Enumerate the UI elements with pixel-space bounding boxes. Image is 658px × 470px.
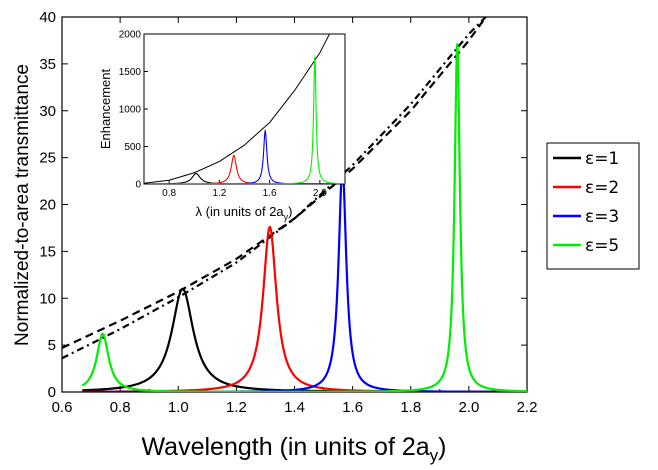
legend-label-3: ε=3 [585, 207, 619, 227]
x-tick-label-1: 0.8 [110, 399, 131, 416]
inset-axis-ticks: 0.8 1.2 1.6 2.0 0 500 1000 1500 2000 [119, 30, 328, 200]
inset-x-tick-label-3: 2.0 [313, 188, 327, 199]
legend-box [546, 142, 640, 270]
inset-y-tick-label-1: 500 [124, 142, 141, 153]
y-tick-label-8: 40 [39, 9, 56, 26]
y-axis-title: Normalized-to-area transmittance [12, 64, 33, 346]
legend-label-1: ε=1 [585, 149, 619, 169]
main-envelopes [62, 17, 488, 360]
series-line-eps-1 [82, 287, 527, 392]
series-line-eps-4 [81, 43, 527, 392]
y-tick-label-0: 0 [48, 384, 56, 401]
x-tick-label-8: 2.2 [517, 399, 538, 416]
inset-y-tick-label-4: 2000 [119, 30, 142, 41]
x-tick-label-4: 1.4 [284, 399, 305, 416]
inset-plot-frame [143, 33, 346, 185]
inset-y-tick-label-3: 1500 [119, 67, 142, 78]
legend-label-4: ε=5 [585, 236, 619, 256]
y-tick-label-5: 25 [39, 150, 56, 167]
x-axis-title: Wavelength (in units of 2ay) [142, 433, 447, 465]
y-tick-label-2: 10 [39, 290, 56, 307]
envelope-dashed [62, 17, 488, 349]
x-tick-label-3: 1.2 [226, 399, 247, 416]
inset-y-tick-label-0: 0 [135, 180, 141, 191]
x-tick-label-6: 1.8 [400, 399, 421, 416]
inset-y-tick-label-2: 1000 [119, 105, 142, 116]
inset-envelope-line [144, 34, 331, 184]
x-tick-label-7: 2.0 [458, 399, 479, 416]
x-tick-label-2: 1.0 [168, 399, 189, 416]
y-tick-label-4: 20 [39, 197, 56, 214]
y-tick-label-6: 30 [39, 103, 56, 120]
inset-x-tick-label-0: 0.8 [162, 188, 176, 199]
inset-series-group [144, 34, 345, 184]
y-tick-label-3: 15 [39, 243, 56, 260]
main-axis-ticks: 0.6 0.8 1.0 1.2 1.4 1.6 1.8 2.0 2.2 0 5 10 15 20 25 30 3… [39, 9, 537, 416]
main-series-group [81, 43, 527, 392]
envelope-dash-dot [62, 17, 488, 360]
inset-x-tick-label-2: 1.6 [263, 188, 277, 199]
legend-label-2: ε=2 [585, 178, 619, 198]
legend: ε=1 ε=2 ε=3 ε=5 [553, 149, 619, 256]
y-tick-label-7: 35 [39, 56, 56, 73]
inset-x-tick-label-1: 1.2 [212, 188, 226, 199]
y-tick-label-1: 5 [48, 337, 56, 354]
inset-y-axis-title: Enhancement [98, 69, 113, 150]
x-tick-label-0: 0.6 [52, 399, 73, 416]
inset-series-line-4 [150, 56, 345, 184]
inset-x-axis-title: λ (in units of 2ay) [196, 204, 293, 222]
x-tick-label-5: 1.6 [342, 399, 363, 416]
